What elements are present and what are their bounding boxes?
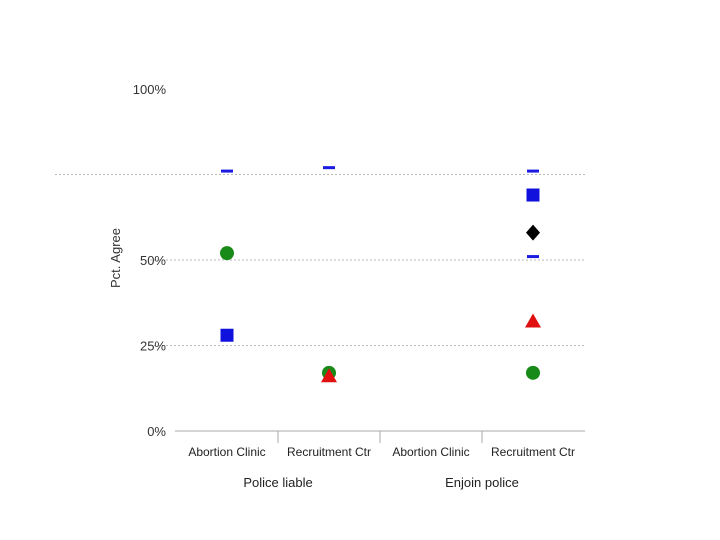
- category-label: Abortion Clinic: [188, 445, 265, 459]
- triangle-marker: [321, 368, 337, 383]
- group-label: Enjoin police: [445, 475, 519, 490]
- dash-marker: [323, 166, 335, 170]
- y-tick-label: 100%: [133, 82, 167, 97]
- dash-marker: [527, 169, 539, 173]
- diamond-marker: [526, 224, 540, 241]
- category-label: Recruitment Ctr: [287, 445, 371, 459]
- group-label: Police liable: [243, 475, 312, 490]
- x-axis-categories: Abortion Clinic Recruitment Ctr Abortion C…: [188, 431, 575, 459]
- x-axis-groups: Police liable Enjoin police: [243, 475, 519, 490]
- square-marker: [220, 328, 234, 342]
- y-tick-label: 0%: [147, 424, 166, 439]
- data-points: [220, 166, 541, 383]
- dash-marker: [527, 255, 539, 259]
- triangle-marker: [525, 313, 541, 328]
- category-label: Recruitment Ctr: [491, 445, 575, 459]
- y-axis-label: Pct. Agree: [108, 228, 123, 288]
- dash-marker: [221, 169, 233, 173]
- y-axis-ticks: 0% 25% 50% 100%: [133, 82, 167, 439]
- y-tick-label: 25%: [140, 339, 166, 354]
- category-label: Abortion Clinic: [392, 445, 469, 459]
- y-tick-label: 50%: [140, 253, 166, 268]
- circle-marker: [526, 365, 540, 380]
- circle-marker: [220, 246, 234, 261]
- square-marker: [526, 188, 540, 202]
- grid: [55, 174, 585, 346]
